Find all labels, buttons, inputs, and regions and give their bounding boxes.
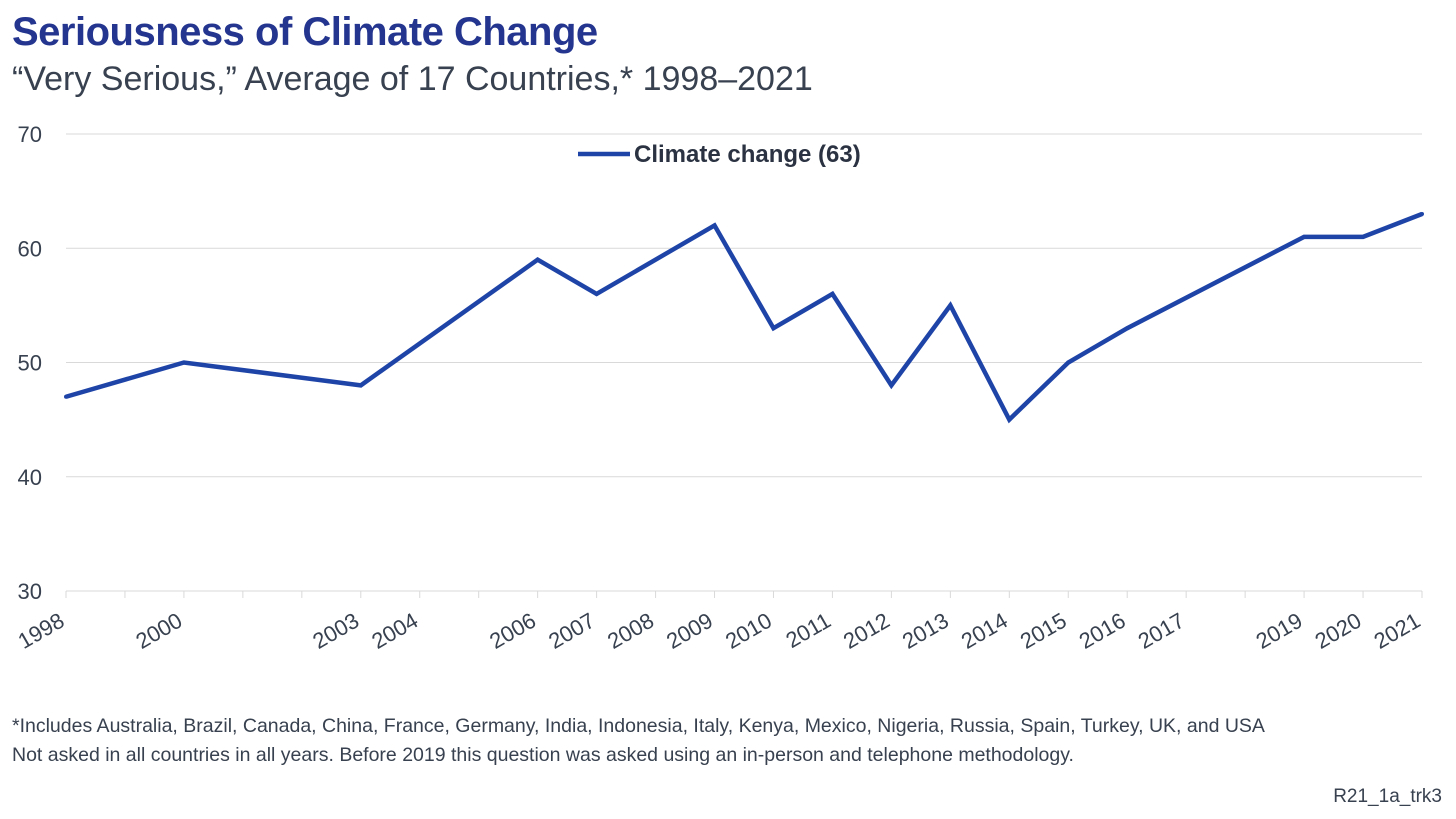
data-point — [64, 394, 68, 399]
data-point — [1125, 326, 1130, 331]
y-tick-label: 60 — [18, 236, 42, 261]
x-tick-label: 2006 — [485, 608, 540, 654]
chart-subtitle: “Very Serious,” Average of 17 Countries,… — [12, 60, 813, 98]
data-point — [358, 383, 363, 388]
x-tick-label: 2000 — [132, 608, 187, 654]
data-point — [771, 326, 776, 331]
data-point — [889, 383, 894, 388]
x-tick-label: 2011 — [781, 608, 834, 653]
x-tick-label: 2015 — [1016, 608, 1071, 654]
x-tick-label: 2012 — [839, 608, 894, 654]
x-tick-label: 2009 — [662, 608, 717, 654]
y-tick-label: 40 — [18, 465, 42, 490]
data-point — [712, 223, 717, 228]
footnotes: *Includes Australia, Brazil, Canada, Chi… — [12, 712, 1265, 770]
data-point — [1066, 360, 1071, 365]
footnote-countries: *Includes Australia, Brazil, Canada, Chi… — [12, 715, 1265, 737]
data-point — [1007, 417, 1012, 422]
x-tick-label: 2014 — [957, 608, 1012, 654]
y-tick-label: 50 — [18, 351, 42, 376]
x-tick-label: 1998 — [14, 608, 69, 654]
x-tick-label: 2010 — [721, 608, 776, 654]
x-tick-label: 2008 — [603, 608, 658, 654]
chart-code: R21_1a_trk3 — [1333, 786, 1442, 807]
data-point — [830, 291, 835, 296]
x-tick-label: 2021 — [1370, 608, 1425, 654]
y-tick-label: 70 — [18, 122, 42, 147]
chart-title: Seriousness of Climate Change — [12, 10, 598, 54]
legend-label: Climate change (63) — [634, 141, 861, 168]
x-tick-label: 2019 — [1252, 608, 1307, 654]
x-tick-label: 2020 — [1311, 608, 1366, 654]
data-point — [1420, 211, 1424, 216]
series-line — [65, 211, 1423, 424]
x-tick-label: 2004 — [367, 608, 422, 654]
data-point — [948, 303, 953, 308]
x-tick-label: 2007 — [544, 608, 599, 654]
x-tick-label: 2013 — [898, 608, 953, 654]
x-tick-label: 2003 — [308, 608, 363, 654]
x-tick-label: 2016 — [1075, 608, 1130, 654]
data-point — [1361, 234, 1366, 239]
data-point — [594, 291, 599, 296]
footnote-methodology: Not asked in all countries in all years.… — [12, 744, 1074, 766]
data-point — [535, 257, 540, 262]
data-point — [181, 360, 186, 365]
x-tick-label: 2017 — [1134, 608, 1189, 654]
data-point — [1302, 234, 1307, 239]
y-tick-label: 30 — [18, 579, 42, 604]
